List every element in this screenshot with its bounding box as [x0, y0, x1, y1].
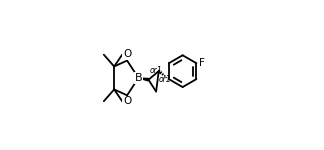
Text: or1: or1	[150, 66, 163, 75]
Text: O: O	[123, 96, 131, 106]
Text: O: O	[123, 49, 131, 59]
Text: or1: or1	[158, 75, 171, 84]
Text: F: F	[199, 58, 205, 68]
Polygon shape	[138, 78, 149, 81]
Text: B: B	[135, 73, 142, 83]
